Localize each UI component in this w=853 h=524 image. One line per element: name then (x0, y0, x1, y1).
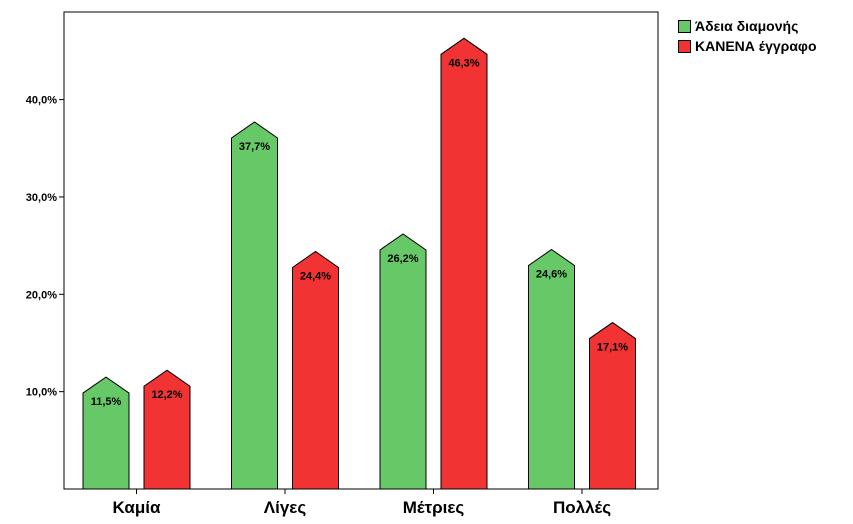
bar (528, 248, 575, 490)
data-label: 12,2% (151, 389, 182, 401)
bar (82, 376, 130, 490)
x-category-label: Λίγες (264, 498, 307, 517)
data-label: 24,6% (536, 269, 567, 281)
legend-item-permit: Άδεια διαμονής (678, 16, 817, 36)
plot-frame (63, 11, 659, 490)
y-tick-label: 10,0% (26, 387, 57, 399)
data-label: 26,2% (387, 253, 418, 265)
legend-label-no-document: ΚΑΝΕΝΑ έγγραφο (695, 38, 817, 54)
bar (231, 121, 278, 490)
legend-swatch-no-document (678, 39, 691, 53)
data-label: 37,7% (239, 141, 270, 153)
legend-swatch-permit (678, 19, 691, 33)
y-tick-label: 20,0% (26, 289, 57, 301)
bar (292, 250, 339, 490)
y-tick-label: 30,0% (26, 192, 57, 204)
legend-label-permit: Άδεια διαμονής (695, 18, 799, 34)
data-label: 17,1% (597, 342, 628, 354)
data-label: 46,3% (448, 57, 479, 69)
bar (379, 233, 427, 490)
data-label: 11,5% (91, 396, 122, 408)
y-tick-label: 40,0% (26, 95, 57, 107)
bar (143, 369, 191, 490)
x-category-label: Καμία (113, 498, 161, 517)
legend-item-no-document: ΚΑΝΕΝΑ έγγραφο (678, 36, 817, 56)
legend: Άδεια διαμονής ΚΑΝΕΝΑ έγγραφο (678, 16, 817, 56)
bar (440, 37, 488, 490)
data-label: 24,4% (300, 270, 331, 282)
x-category-label: Μέτριες (403, 498, 465, 517)
x-category-label: Πολλές (553, 498, 611, 517)
bar (589, 321, 636, 490)
